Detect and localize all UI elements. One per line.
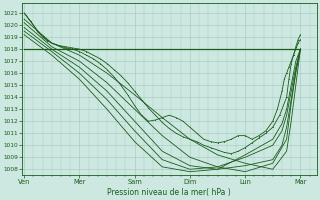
X-axis label: Pression niveau de la mer( hPa ): Pression niveau de la mer( hPa ) [107, 188, 231, 197]
